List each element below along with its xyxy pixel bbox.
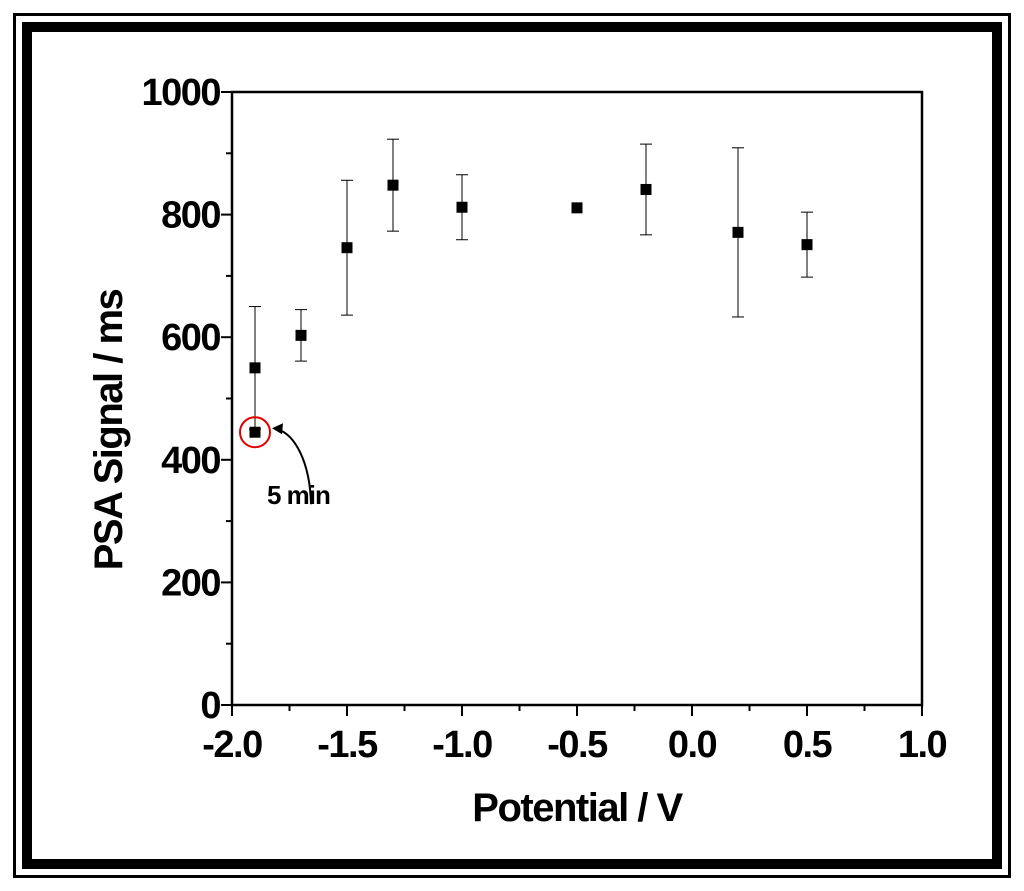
annotation: 5 min	[239, 416, 331, 510]
y-tick-label: 600	[161, 317, 220, 359]
x-tick-label: -0.5	[547, 724, 608, 766]
annotation-label: 5 min	[267, 480, 330, 510]
data-point	[387, 179, 399, 191]
highlight-circle	[239, 416, 271, 449]
x-tick-label: 0.5	[783, 724, 833, 766]
y-tick-label: 200	[161, 562, 220, 604]
y-tick-label: 1000	[141, 72, 220, 114]
inner-frame	[22, 22, 1002, 869]
x-tick-label: -1.5	[317, 724, 378, 766]
y-tick-label: 800	[161, 195, 220, 237]
data-point	[571, 202, 583, 214]
data-point	[295, 329, 307, 341]
axes	[230, 90, 924, 707]
x-tick-label: -1.0	[432, 724, 492, 766]
tick-labels: -2.0 -1.5 -1.0 -0.5 0.0 0.5 1.0 0 200 400 600 800 10…	[141, 72, 948, 766]
data-point	[732, 226, 744, 238]
highlight-point	[249, 426, 261, 438]
data-point	[249, 362, 261, 374]
data-points	[249, 179, 813, 438]
data-point	[801, 239, 813, 251]
ticks	[221, 91, 923, 716]
error-bars	[249, 138, 813, 430]
y-tick-label: 400	[161, 440, 220, 482]
plot-frame	[230, 90, 924, 707]
x-tick-label: 1.0	[898, 724, 947, 766]
data-point	[456, 201, 468, 213]
annotation-arrowhead	[272, 423, 283, 435]
y-axis-title: PSA Signal / ms	[87, 289, 131, 570]
x-tick-label: -2.0	[202, 724, 262, 766]
annotation-arrow	[276, 428, 312, 505]
x-axis-title: Potential / V	[472, 786, 683, 830]
data-point	[341, 242, 353, 254]
y-tick-label: 0	[200, 685, 220, 727]
x-tick-label: 0.0	[668, 724, 717, 766]
outer-frame	[13, 13, 1011, 878]
data-point	[640, 183, 652, 195]
